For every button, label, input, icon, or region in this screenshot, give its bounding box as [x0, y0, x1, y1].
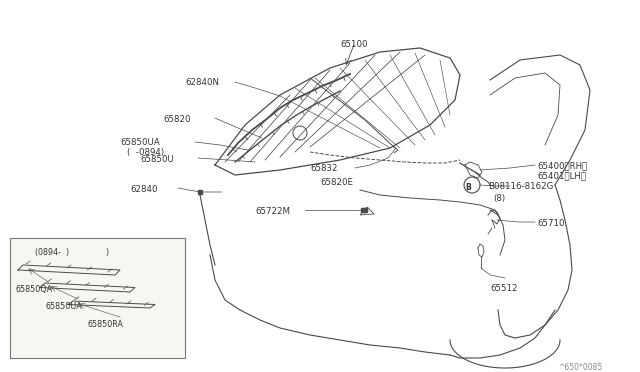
- Text: 65850UA: 65850UA: [120, 138, 160, 147]
- FancyBboxPatch shape: [10, 238, 185, 358]
- Text: 62840: 62840: [130, 185, 157, 194]
- Text: (  -0894): ( -0894): [127, 148, 164, 157]
- Text: ^650*0085: ^650*0085: [558, 363, 602, 372]
- Text: 62840N: 62840N: [185, 78, 219, 87]
- Text: 65512: 65512: [490, 284, 518, 293]
- Text: ): ): [105, 248, 108, 257]
- Text: 65820E: 65820E: [320, 178, 353, 187]
- Text: 65850UA: 65850UA: [45, 302, 82, 311]
- Text: (0894-  ): (0894- ): [35, 248, 69, 257]
- Text: B08116-8162G: B08116-8162G: [488, 182, 554, 191]
- Text: 65710: 65710: [537, 219, 564, 228]
- Text: 65401〈LH〉: 65401〈LH〉: [537, 171, 586, 180]
- Text: 65850QA: 65850QA: [15, 285, 52, 294]
- Text: 65820: 65820: [163, 115, 191, 124]
- Text: 65832: 65832: [310, 164, 337, 173]
- Text: 65400〈RH〉: 65400〈RH〉: [537, 161, 588, 170]
- Text: (8): (8): [493, 194, 505, 203]
- Text: 65722M: 65722M: [255, 207, 290, 216]
- Text: 65850U: 65850U: [140, 155, 174, 164]
- Text: 65100: 65100: [340, 40, 367, 49]
- Text: B: B: [466, 183, 472, 192]
- Text: 65850RA: 65850RA: [88, 320, 124, 329]
